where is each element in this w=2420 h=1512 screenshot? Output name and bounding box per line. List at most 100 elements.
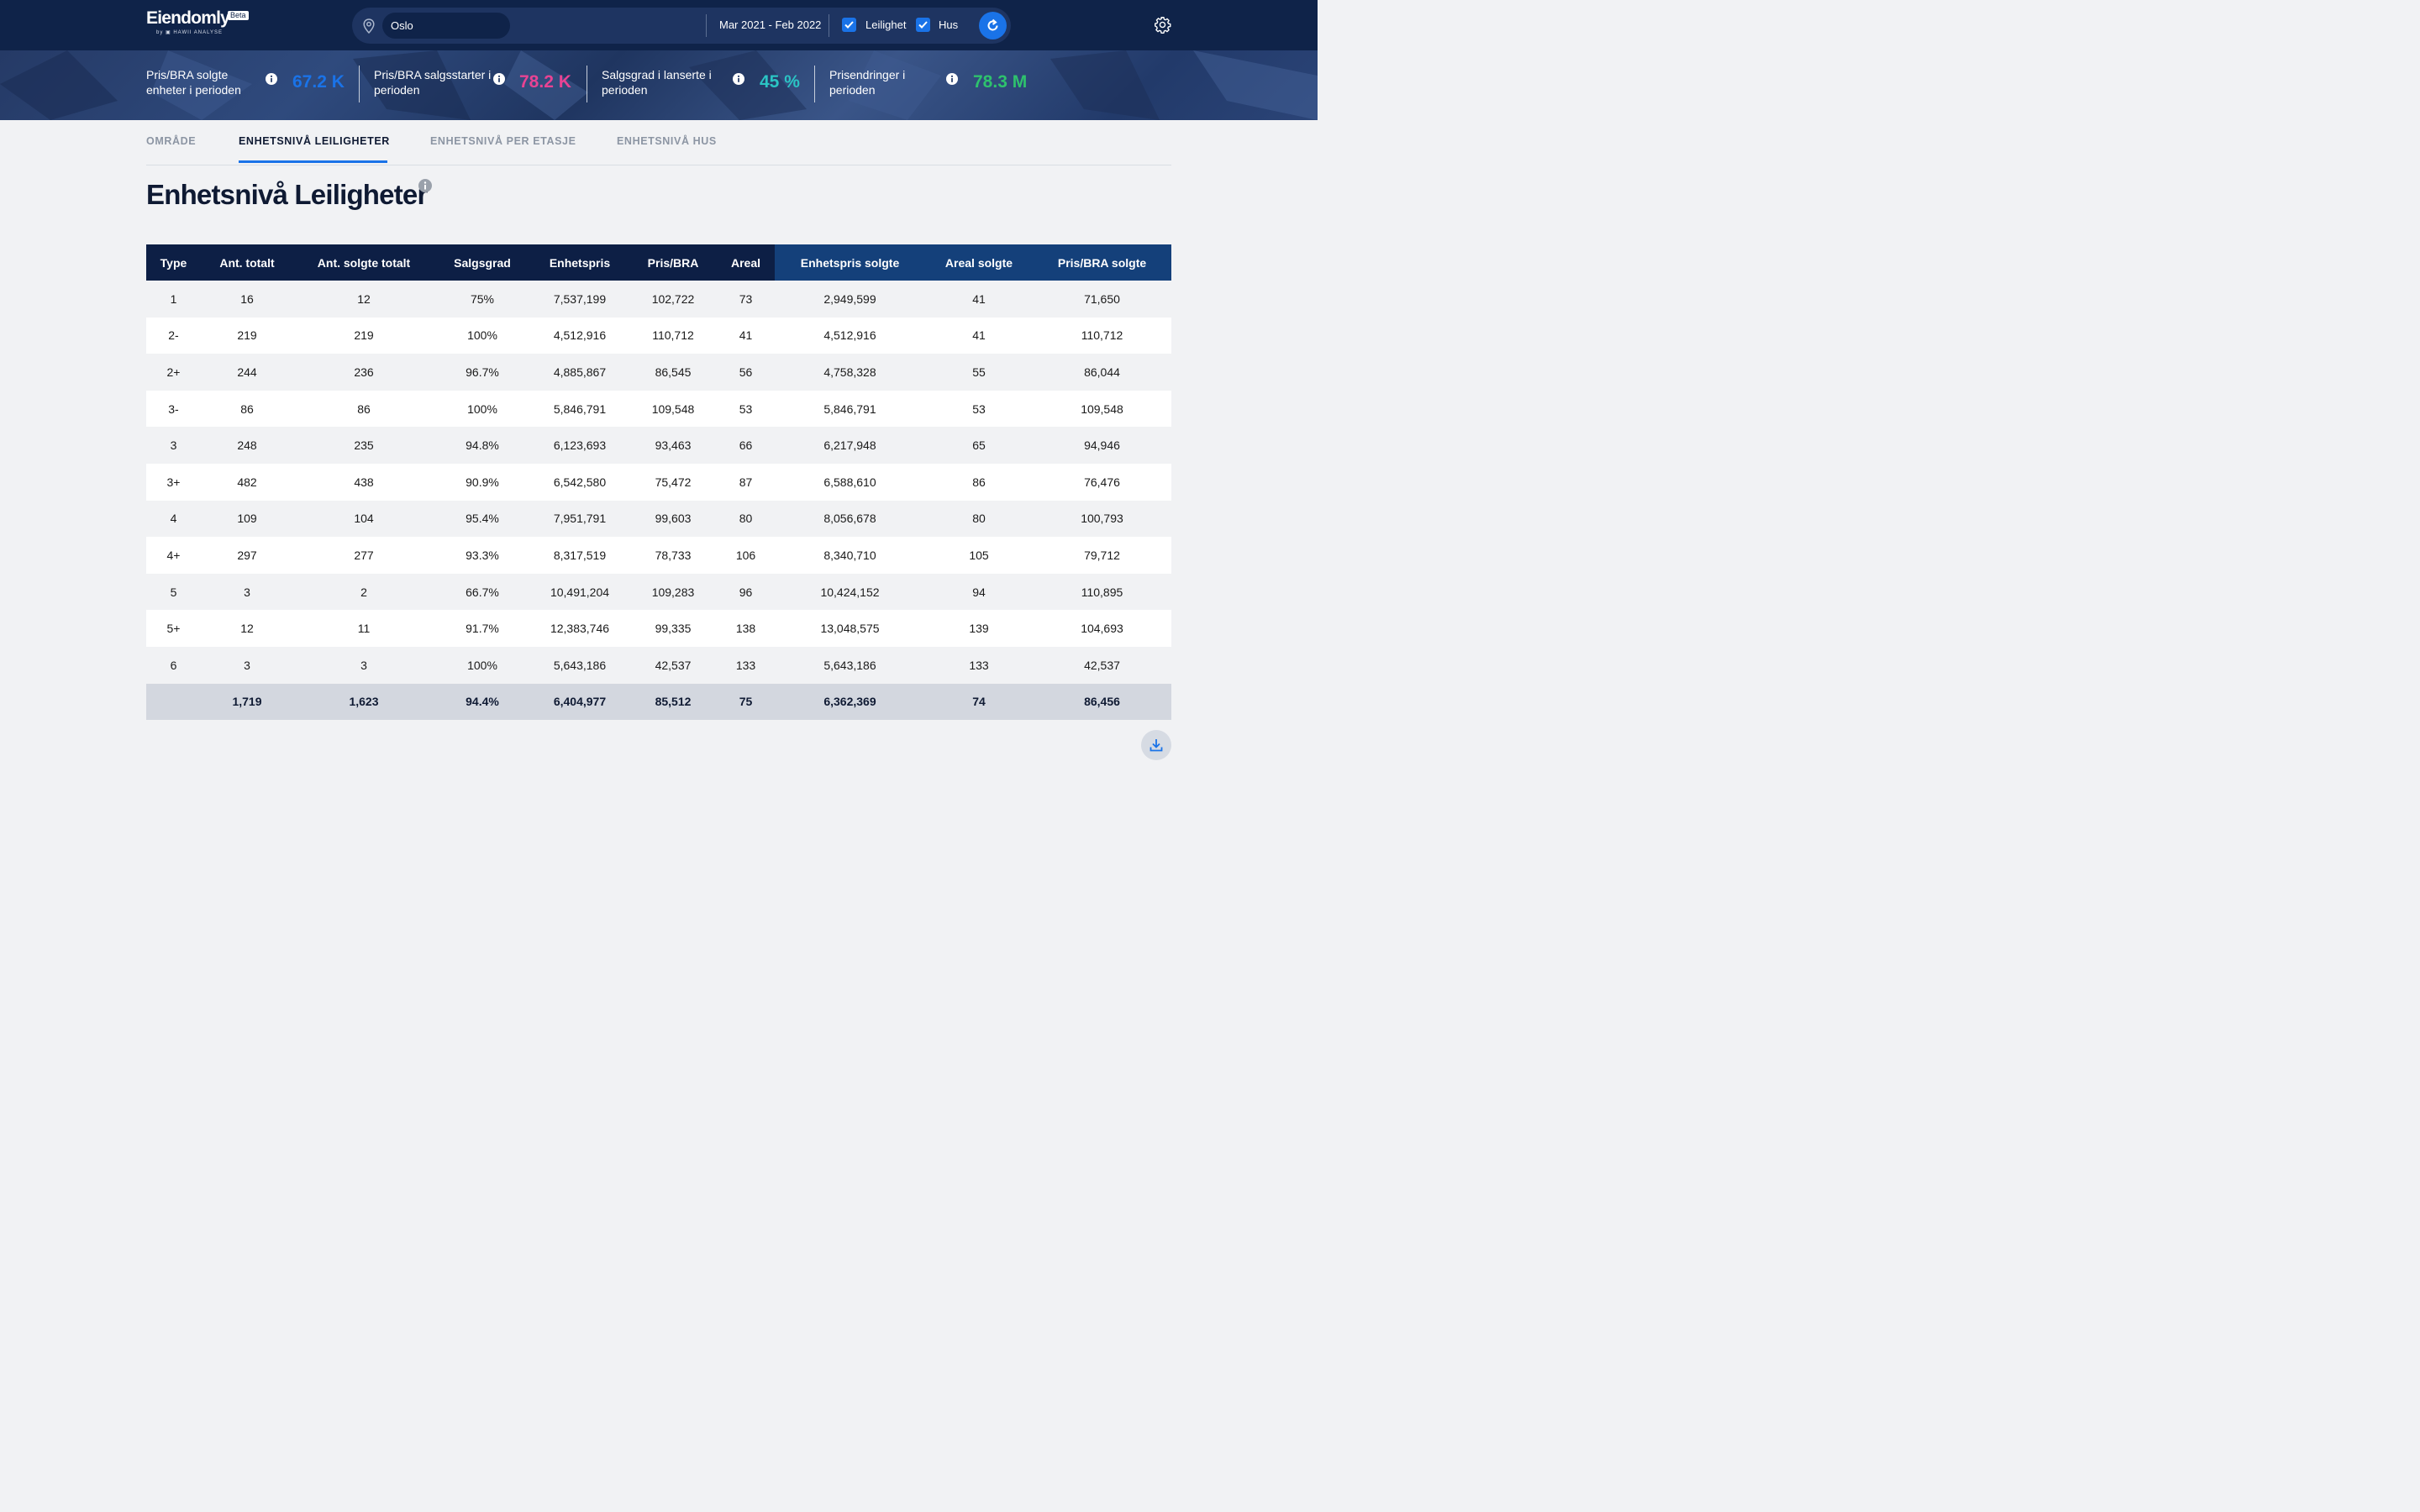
table-cell: 219 [201,317,293,354]
column-header-ant-totalt[interactable]: Ant. totalt [201,244,293,281]
table-cell: 109,283 [629,573,717,611]
page-title: Enhetsnivå Leiligheter [146,179,428,210]
table-cell: 94 [925,573,1033,611]
info-icon[interactable] [946,73,958,89]
table-cell: 4+ [146,537,201,574]
table-cell: 236 [293,354,434,391]
table-cell: 2+ [146,354,201,391]
table-cell: 219 [293,317,434,354]
table-cell: 110,712 [629,317,717,354]
table-row: 4 109 104 95.4% 7,951,791 99,603 80 8,056,678 80… [146,500,1171,538]
top-bar: Eiendomly Beta by ▣ HAWII ANALYSE Mar 20… [0,0,1318,50]
table-cell: 5+ [146,610,201,647]
table-cell: 96 [717,573,775,611]
table-cell: 139 [925,610,1033,647]
tab-omrade[interactable]: OMRÅDE [146,135,197,147]
column-header-ant-solgte-totalt[interactable]: Ant. solgte totalt [293,244,434,281]
table-cell: 3 [293,646,434,684]
divider [706,14,707,37]
table-row: 4+ 297 277 93.3% 8,317,519 78,733 106 8,340,710… [146,537,1171,574]
table-cell: 80 [925,500,1033,538]
active-tab-indicator [239,160,387,163]
tab-bar: OMRÅDE ENHETSNIVÅ LEILIGHETER ENHETSNIVÅ… [146,120,1171,165]
column-header-pris-bra-solgte[interactable]: Pris/BRA solgte [1033,244,1171,281]
column-header-enhetspris[interactable]: Enhetspris [530,244,629,281]
totals-cell: 6,404,977 [530,683,629,720]
table-cell: 5,643,186 [775,646,925,684]
table-cell: 1 [146,281,201,318]
units-table: Type Ant. totalt Ant. solgte totalt Salg… [146,244,1171,720]
table-cell: 3 [201,646,293,684]
table-cell: 80 [717,500,775,538]
table-cell: 7,951,791 [530,500,629,538]
table-cell: 8,317,519 [530,537,629,574]
table-cell: 4 [146,500,201,538]
totals-cell: 94.4% [434,683,530,720]
table-cell: 2- [146,317,201,354]
kpi-label: Pris/BRA salgsstarter i perioden [374,68,492,97]
beta-badge: Beta [228,11,249,20]
tab-enhetsniva-hus[interactable]: ENHETSNIVÅ HUS [617,135,717,147]
column-header-type[interactable]: Type [146,244,201,281]
table-cell: 86 [201,390,293,428]
table-cell: 104,693 [1033,610,1171,647]
refresh-button[interactable] [979,12,1007,39]
table-cell: 109 [201,500,293,538]
table-cell: 66 [717,427,775,464]
table-cell: 56 [717,354,775,391]
column-header-salgsgrad[interactable]: Salgsgrad [434,244,530,281]
table-row: 2- 219 219 100% 4,512,916 110,712 41 4,512,916 4… [146,317,1171,354]
column-header-enhetspris-solgte[interactable]: Enhetspris solgte [775,244,925,281]
column-header-pris-bra[interactable]: Pris/BRA [629,244,717,281]
table-cell: 53 [717,390,775,428]
date-range-picker[interactable]: Mar 2021 - Feb 2022 [719,18,822,31]
totals-cell [146,683,201,720]
table-cell: 7,537,199 [530,281,629,318]
table-cell: 10,424,152 [775,573,925,611]
table-cell: 110,895 [1033,573,1171,611]
table-cell: 10,491,204 [530,573,629,611]
hus-checkbox[interactable] [916,18,930,32]
kpi-banner: Pris/BRA solgte enheter i perioden 67.2 … [0,50,1318,120]
gear-icon[interactable] [1154,16,1171,38]
table-cell: 55 [925,354,1033,391]
table-cell: 4,512,916 [530,317,629,354]
totals-cell: 74 [925,683,1033,720]
table-cell: 12 [293,281,434,318]
table-row: 3- 86 86 100% 5,846,791 109,548 53 5,846,791 53 1… [146,390,1171,428]
info-icon[interactable] [733,73,744,89]
table-cell: 41 [925,281,1033,318]
table-body: 1 16 12 75% 7,537,199 102,722 73 2,949,599 41 71,… [146,281,1171,684]
info-icon[interactable] [493,73,505,89]
table-cell: 13,048,575 [775,610,925,647]
table-cell: 102,722 [629,281,717,318]
tab-enhetsniva-leiligheter[interactable]: ENHETSNIVÅ LEILIGHETER [239,135,390,147]
column-header-areal-solgte[interactable]: Areal solgte [925,244,1033,281]
table-cell: 133 [925,646,1033,684]
leilighet-checkbox[interactable] [842,18,856,32]
table-footer: 1,719 1,623 94.4% 6,404,977 85,512 75 6,362,36… [146,683,1171,720]
table-cell: 86,044 [1033,354,1171,391]
table-cell: 482 [201,463,293,501]
table-cell: 66.7% [434,573,530,611]
location-input[interactable] [382,13,510,39]
table-cell: 16 [201,281,293,318]
logo[interactable]: Eiendomly Beta by ▣ HAWII ANALYSE [146,8,249,35]
info-icon[interactable] [418,179,432,197]
table-cell: 109,548 [1033,390,1171,428]
table-cell: 86 [925,463,1033,501]
tab-enhetsniva-per-etasje[interactable]: ENHETSNIVÅ PER ETASJE [430,135,576,147]
table-cell: 4,758,328 [775,354,925,391]
table-cell: 5,846,791 [775,390,925,428]
download-button[interactable] [1141,730,1171,760]
table-cell: 93,463 [629,427,717,464]
info-icon[interactable] [266,73,277,89]
table-cell: 5 [146,573,201,611]
table-cell: 65 [925,427,1033,464]
table-cell: 2 [293,573,434,611]
table-cell: 4,512,916 [775,317,925,354]
column-header-areal[interactable]: Areal [717,244,775,281]
table-row: 6 3 3 100% 5,643,186 42,537 133 5,643,186 133 42,… [146,646,1171,684]
logo-subtitle: by ▣ HAWII ANALYSE [156,30,224,35]
table-cell: 94.8% [434,427,530,464]
